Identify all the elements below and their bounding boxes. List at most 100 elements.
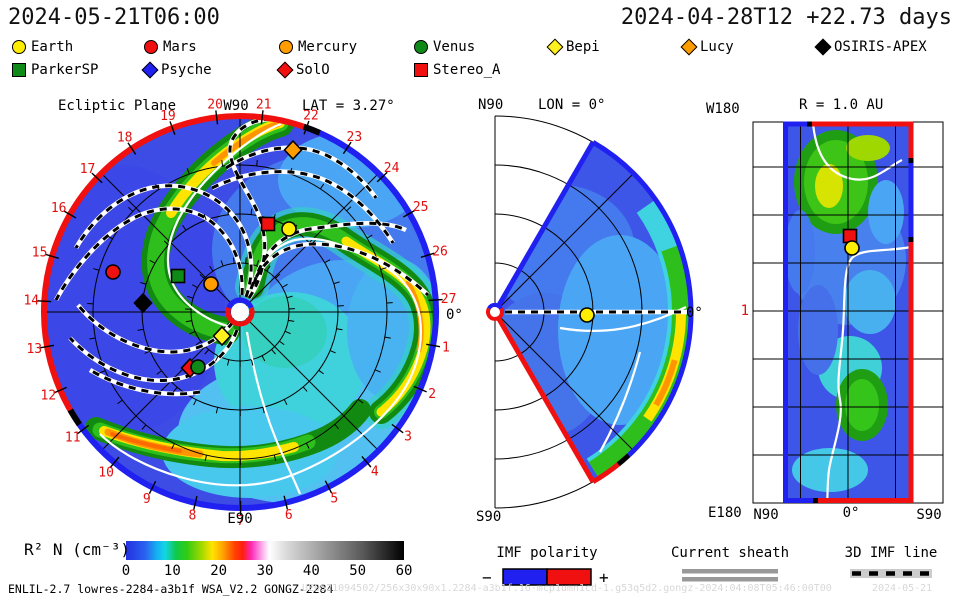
colorbar xyxy=(126,541,404,560)
grid-tick xyxy=(156,370,162,375)
imf-field-lines xyxy=(54,116,430,397)
rim-tick xyxy=(193,495,198,510)
grid-tick xyxy=(199,274,205,279)
day-label-24: 24 xyxy=(384,161,400,176)
timestamp-start-elapsed: 2024-04-28T12 +22.73 days xyxy=(620,5,952,30)
day-label-2: 2 xyxy=(428,387,436,402)
imf-line-label: 3D IMF line xyxy=(844,545,938,561)
legend-item-mars: Mars xyxy=(144,38,197,56)
earth-marker xyxy=(579,307,595,323)
rim-tick xyxy=(391,423,404,434)
grid-tick xyxy=(204,349,209,355)
rim-tick xyxy=(420,252,435,258)
grid-tick xyxy=(195,340,202,346)
rim-tick xyxy=(342,141,352,155)
grid-tick xyxy=(220,260,224,267)
r1au-xaxis-zero: 0° xyxy=(842,505,860,521)
imf-polarity-label: IMF polarity xyxy=(496,545,598,561)
grid-tick xyxy=(89,337,96,340)
rim-tick xyxy=(324,480,333,494)
grid-tick xyxy=(140,281,147,285)
current-sheath-label: Current sheath xyxy=(670,545,790,561)
legend-item-lucy: Lucy xyxy=(680,38,734,56)
grid-tick xyxy=(256,159,258,167)
stereo_a-symbol xyxy=(414,63,428,77)
colorbar-tick-0: 0 xyxy=(121,563,131,579)
ecliptic-e90-label: E90 xyxy=(227,511,253,527)
rim-tick xyxy=(215,110,219,125)
grid-tick xyxy=(305,442,310,449)
grid-tick xyxy=(380,267,387,270)
grid-tick xyxy=(279,340,285,346)
legend-item-label: OSIRIS-APEX xyxy=(834,39,927,55)
r1au-title: R = 1.0 AU xyxy=(799,97,884,113)
grid-tick xyxy=(227,208,229,215)
grid-tick xyxy=(189,331,196,335)
imf-minus-sign: − xyxy=(482,568,492,587)
grid-tick xyxy=(333,281,340,285)
rim-tick xyxy=(63,210,77,219)
grid-tick xyxy=(320,183,325,190)
legend-item-label: ParkerSP xyxy=(31,62,99,78)
day-label-20: 20 xyxy=(207,97,223,112)
grid-tick xyxy=(250,359,254,366)
r1au-xaxis-s90: S90 xyxy=(916,507,942,523)
rim-tick xyxy=(426,343,441,348)
grid-tick xyxy=(187,295,194,299)
grid-tick xyxy=(273,454,277,461)
osiris-apex-marker xyxy=(133,292,153,314)
grid-tick xyxy=(232,257,235,264)
colorbar-tick-20: 20 xyxy=(210,563,228,579)
day-label-22: 22 xyxy=(303,108,319,123)
r1au-w180-label: W180 xyxy=(706,101,740,117)
run-date-text: 2024-05-21 xyxy=(872,583,933,594)
rim-tick xyxy=(37,300,52,303)
grid-tick xyxy=(204,455,208,462)
rim-tick xyxy=(303,120,310,135)
r1au-day-tick-label: 1 xyxy=(740,303,749,319)
legend-item-label: Mercury xyxy=(298,39,358,55)
run-id-text: UE0521094502/256x30x90x1.2284-a3b1f.16-m… xyxy=(302,583,832,594)
day-label-19: 19 xyxy=(160,109,176,124)
legend-item-label: Mars xyxy=(163,39,197,55)
meridional-n90-label: N90 xyxy=(478,97,504,113)
grid-tick xyxy=(193,399,197,406)
ecliptic-w90-label: W90 xyxy=(223,98,249,114)
grid-tick xyxy=(283,399,288,406)
day-label-3: 3 xyxy=(404,429,412,444)
day-label-14: 14 xyxy=(23,293,39,308)
day-label-18: 18 xyxy=(117,131,133,146)
grid-tick xyxy=(336,328,343,331)
grid-tick xyxy=(266,265,271,272)
parkersp-symbol xyxy=(12,63,26,77)
grid-tick xyxy=(141,424,147,430)
r1au-panel xyxy=(752,121,944,504)
grid-tick xyxy=(155,184,160,190)
grid-tick xyxy=(215,407,219,414)
grid-tick xyxy=(171,443,175,450)
grid-tick xyxy=(128,206,134,212)
legend-item-label: Lucy xyxy=(700,39,734,55)
rim-tick xyxy=(148,480,157,494)
grid-tick xyxy=(192,284,198,289)
grid-tick xyxy=(284,330,291,335)
day-label-10: 10 xyxy=(98,465,114,480)
day-label-5: 5 xyxy=(330,491,338,506)
grid-tick xyxy=(318,369,324,375)
grid-tick xyxy=(366,234,373,239)
day-label-17: 17 xyxy=(80,162,96,177)
meridional-rim xyxy=(492,140,694,484)
grid-tick xyxy=(93,268,100,271)
imf-plus-sign: + xyxy=(599,568,609,587)
grid-tick xyxy=(221,160,224,167)
legend-item-osiris-apex: OSIRIS-APEX xyxy=(814,38,927,56)
grid-tick xyxy=(286,295,293,299)
day-label-9: 9 xyxy=(143,492,151,507)
imf-line-swatch xyxy=(850,569,932,578)
legend-item-parkersp: ParkerSP xyxy=(12,61,98,79)
grid-tick xyxy=(172,386,178,393)
